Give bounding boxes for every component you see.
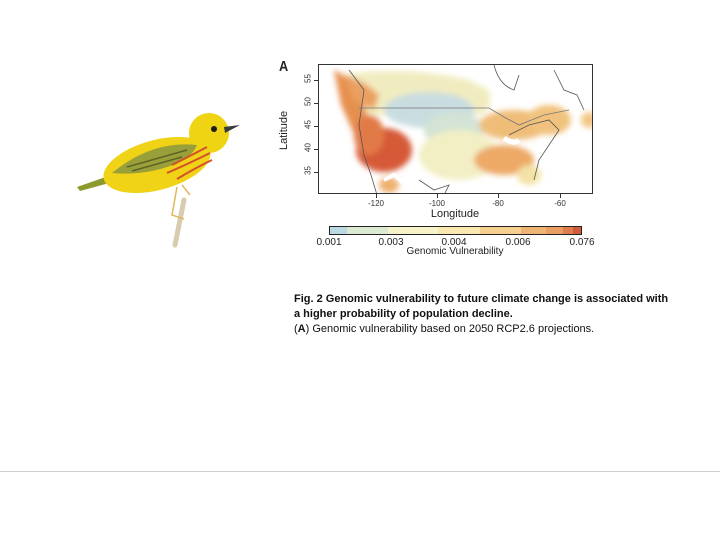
slide-divider — [0, 471, 720, 472]
x-tick — [560, 194, 561, 198]
y-tick — [314, 149, 318, 150]
caption-title: Fig. 2 Genomic vulnerability to future c… — [294, 293, 669, 320]
caption-body: Genomic vulnerability based on 2050 RCP2… — [309, 323, 595, 335]
colorbar — [329, 226, 582, 235]
figure-caption: Fig. 2 Genomic vulnerability to future c… — [294, 292, 674, 337]
x-tick-label: -60 — [554, 199, 566, 208]
y-tick — [314, 80, 318, 81]
x-tick-label: -120 — [367, 199, 384, 208]
y-tick — [314, 126, 318, 127]
colorbar-tick-label: 0.003 — [378, 237, 404, 248]
colorbar-title: Genomic Vulnerability — [406, 246, 504, 257]
colorbar-tick-label: 0.076 — [569, 237, 595, 248]
y-axis-title: Latitude — [278, 110, 290, 150]
x-tick — [376, 194, 377, 198]
y-tick-label: 50 — [303, 97, 313, 106]
colorbar-tick-label: 0.006 — [505, 237, 531, 248]
y-tick-label: 35 — [303, 166, 313, 175]
x-tick — [437, 194, 438, 198]
y-tick-label: 55 — [303, 74, 313, 83]
colorbar-tick-label: 0.001 — [316, 237, 342, 248]
colorbar-tick-label: 0.004 — [441, 237, 467, 248]
y-tick-label: 40 — [303, 143, 313, 152]
x-axis-title: Longitude — [430, 208, 480, 220]
north-america-heatmap — [334, 65, 592, 193]
caption-paren-open: ( — [294, 323, 298, 335]
caption-panel-ref: A — [297, 323, 306, 335]
y-tick-label: 45 — [303, 120, 313, 129]
x-tick-label: -80 — [492, 199, 504, 208]
vulnerability-map — [318, 64, 593, 194]
y-tick — [314, 172, 318, 173]
x-tick — [498, 194, 499, 198]
caption-paren-close: ) — [305, 323, 310, 335]
x-tick-label: -100 — [428, 199, 445, 208]
panel-label: A — [279, 58, 289, 75]
y-tick — [314, 103, 318, 104]
yellow-warbler-illustration — [77, 113, 240, 248]
